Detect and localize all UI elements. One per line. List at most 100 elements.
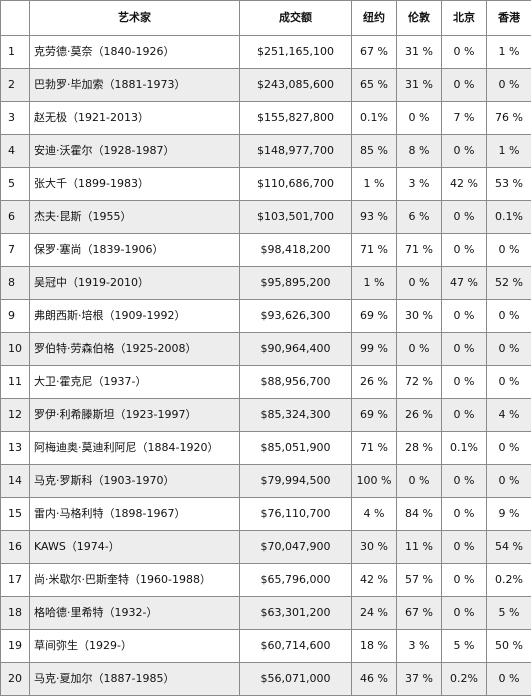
rank-cell: 5 [0,167,30,201]
hongkong-share-cell: 0.1% [486,200,531,234]
beijing-share-cell: 0.1% [441,431,487,465]
table-row: 1 克劳德·莫奈（1840-1926） $251,165,100 67 % 31 % 0 … [0,35,531,69]
hongkong-share-cell: 0 % [486,233,531,267]
artist-cell: 赵无极（1921-2013） [29,101,240,135]
artist-cell: 克劳德·莫奈（1840-1926） [29,35,240,69]
london-share-cell: 67 % [396,596,442,630]
sales-value-cell: $148,977,700 [239,134,352,168]
table-row: 16 KAWS（1974-） $70,047,900 30 % 11 % 0 % 54 % [0,530,531,564]
london-share-cell: 31 % [396,35,442,69]
newyork-share-cell: 69 % [351,398,397,432]
hongkong-share-cell: 0 % [486,332,531,366]
newyork-share-cell: 30 % [351,530,397,564]
sales-value-cell: $79,994,500 [239,464,352,498]
beijing-share-cell: 0 % [441,398,487,432]
london-share-cell: 30 % [396,299,442,333]
beijing-share-cell: 0 % [441,530,487,564]
london-share-cell: 57 % [396,563,442,597]
table-row: 4 安迪·沃霍尔（1928-1987） $148,977,700 85 % 8 % 0 %… [0,134,531,168]
beijing-share-cell: 0 % [441,68,487,102]
sales-value-cell: $60,714,600 [239,629,352,663]
beijing-share-cell: 0 % [441,596,487,630]
sales-value-cell: $98,418,200 [239,233,352,267]
artist-cell: 吴冠中（1919-2010） [29,266,240,300]
london-share-cell: 71 % [396,233,442,267]
newyork-share-cell: 71 % [351,233,397,267]
beijing-share-cell: 42 % [441,167,487,201]
london-share-cell: 0 % [396,101,442,135]
table-row: 9 弗朗西斯·培根（1909-1992） $93,626,300 69 % 30 % 0 … [0,299,531,333]
artist-cell: 保罗·塞尚（1839-1906） [29,233,240,267]
sales-value-cell: $155,827,800 [239,101,352,135]
london-share-cell: 6 % [396,200,442,234]
artist-cell: 雷内·马格利特（1898-1967） [29,497,240,531]
header-london: 伦敦 [396,0,442,36]
table-row: 20 马克·夏加尔（1887-1985） $56,071,000 46 % 37 % 0.… [0,662,531,696]
artist-cell: 张大千（1899-1983） [29,167,240,201]
london-share-cell: 3 % [396,629,442,663]
newyork-share-cell: 69 % [351,299,397,333]
sales-value-cell: $95,895,200 [239,266,352,300]
rank-cell: 14 [0,464,30,498]
london-share-cell: 31 % [396,68,442,102]
london-share-cell: 8 % [396,134,442,168]
newyork-share-cell: 71 % [351,431,397,465]
newyork-share-cell: 42 % [351,563,397,597]
artist-cell: 阿梅迪奥·莫迪利阿尼（1884-1920） [29,431,240,465]
sales-value-cell: $88,956,700 [239,365,352,399]
beijing-share-cell: 0 % [441,332,487,366]
hongkong-share-cell: 5 % [486,596,531,630]
artist-cell: 安迪·沃霍尔（1928-1987） [29,134,240,168]
hongkong-share-cell: 0.2% [486,563,531,597]
rank-cell: 8 [0,266,30,300]
artist-cell: 罗伯特·劳森伯格（1925-2008） [29,332,240,366]
artist-cell: 罗伊·利希滕斯坦（1923-1997） [29,398,240,432]
hongkong-share-cell: 1 % [486,134,531,168]
artist-cell: 巴勃罗·毕加索（1881-1973） [29,68,240,102]
sales-value-cell: $251,165,100 [239,35,352,69]
rank-cell: 15 [0,497,30,531]
rank-cell: 13 [0,431,30,465]
table-row: 11 大卫·霍克尼（1937-） $88,956,700 26 % 72 % 0 % 0 % [0,365,531,399]
hongkong-share-cell: 50 % [486,629,531,663]
artist-cell: KAWS（1974-） [29,530,240,564]
artist-cell: 尚·米歇尔·巴斯奎特（1960-1988） [29,563,240,597]
london-share-cell: 72 % [396,365,442,399]
sales-value-cell: $103,501,700 [239,200,352,234]
rank-cell: 10 [0,332,30,366]
newyork-share-cell: 4 % [351,497,397,531]
rank-cell: 16 [0,530,30,564]
table-row: 19 草间弥生（1929-） $60,714,600 18 % 3 % 5 % 50 % [0,629,531,663]
rank-cell: 6 [0,200,30,234]
header-artist: 艺术家 [29,0,240,36]
header-index [0,0,30,36]
artist-cell: 马克·夏加尔（1887-1985） [29,662,240,696]
beijing-share-cell: 0 % [441,35,487,69]
table-body: 1 克劳德·莫奈（1840-1926） $251,165,100 67 % 31 % 0 … [0,35,531,696]
table-row: 14 马克·罗斯科（1903-1970） $79,994,500 100 % 0 % 0 … [0,464,531,498]
newyork-share-cell: 67 % [351,35,397,69]
newyork-share-cell: 18 % [351,629,397,663]
newyork-share-cell: 93 % [351,200,397,234]
beijing-share-cell: 0 % [441,497,487,531]
table-row: 15 雷内·马格利特（1898-1967） $76,110,700 4 % 84 % 0 … [0,497,531,531]
hongkong-share-cell: 9 % [486,497,531,531]
newyork-share-cell: 1 % [351,266,397,300]
beijing-share-cell: 0 % [441,200,487,234]
sales-value-cell: $85,324,300 [239,398,352,432]
rank-cell: 18 [0,596,30,630]
rank-cell: 3 [0,101,30,135]
hongkong-share-cell: 53 % [486,167,531,201]
hongkong-share-cell: 0 % [486,464,531,498]
beijing-share-cell: 5 % [441,629,487,663]
hongkong-share-cell: 4 % [486,398,531,432]
rank-cell: 9 [0,299,30,333]
newyork-share-cell: 65 % [351,68,397,102]
hongkong-share-cell: 0 % [486,299,531,333]
table-row: 17 尚·米歇尔·巴斯奎特（1960-1988） $65,796,000 42 % 57… [0,563,531,597]
hongkong-share-cell: 1 % [486,35,531,69]
hongkong-share-cell: 0 % [486,68,531,102]
newyork-share-cell: 100 % [351,464,397,498]
beijing-share-cell: 7 % [441,101,487,135]
